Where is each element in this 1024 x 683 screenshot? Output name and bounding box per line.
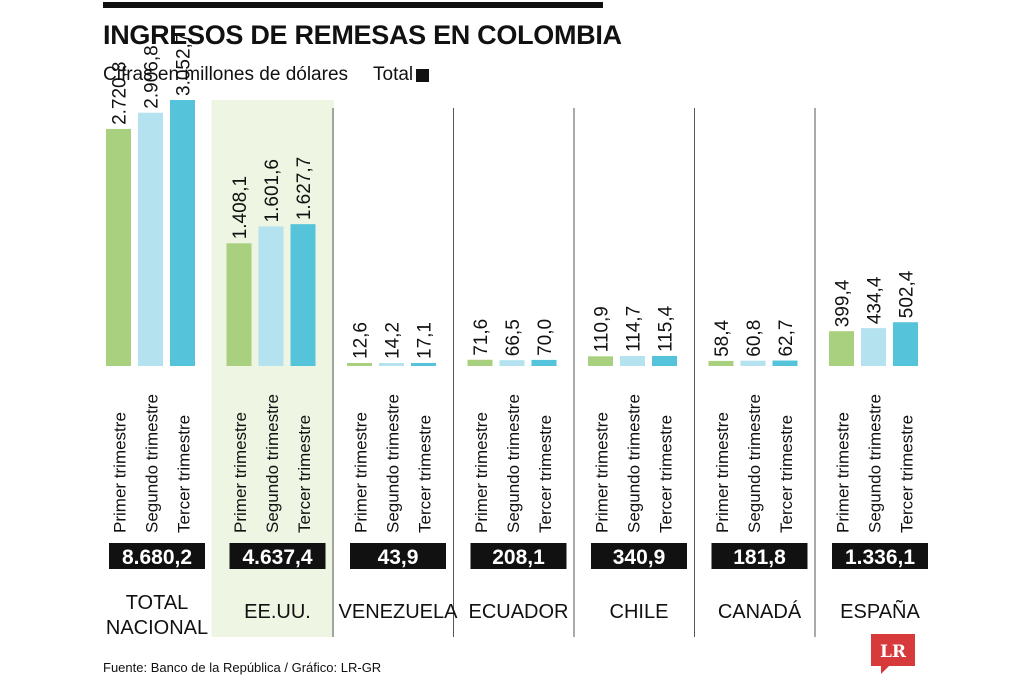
series-label-espa-a-q3: Tercer trimestre (898, 415, 917, 533)
top-rule (103, 2, 603, 8)
series-label-ecuador-q2: Segundo trimestre (504, 394, 523, 533)
bar-espa-a-q1 (829, 331, 854, 366)
series-label-venezuela-q3: Tercer trimestre (416, 415, 435, 533)
logo-text: LR (880, 642, 907, 662)
series-label-ee-uu-q3: Tercer trimestre (295, 415, 314, 533)
source-note: Fuente: Banco de la República / Gráfico:… (103, 660, 382, 675)
series-label-ee-uu-q2: Segundo trimestre (263, 394, 282, 533)
value-label-chile-q2: 114,7 (624, 306, 645, 352)
bar-chile-q2 (620, 356, 645, 366)
bar-canad-q2 (740, 360, 766, 366)
value-label-canad-q3: 62,7 (776, 320, 797, 357)
series-label-chile-q2: Segundo trimestre (625, 394, 644, 533)
total-label-ecuador: 208,1 (492, 546, 545, 569)
bar-chile-q3 (652, 355, 677, 366)
total-label-chile: 340,9 (613, 546, 666, 569)
series-label-ecuador-q1: Primer trimestre (472, 412, 491, 533)
bar-chile-q1 (588, 356, 613, 366)
chart-title: INGRESOS DE REMESAS EN COLOMBIA (103, 20, 622, 50)
value-label-total-nacional-q1: 2.720,8 (110, 62, 131, 125)
value-label-canad-q2: 60,8 (744, 320, 765, 357)
series-label-venezuela-q2: Segundo trimestre (384, 394, 403, 533)
series-label-canad-q2: Segundo trimestre (745, 394, 764, 533)
value-label-chile-q3: 115,4 (656, 305, 677, 352)
value-label-espa-a-q1: 399,4 (833, 279, 854, 327)
group-name-total-nacional-line2: NACIONAL (106, 617, 208, 639)
series-label-chile-q1: Primer trimestre (593, 412, 612, 533)
series-label-canad-q3: Tercer trimestre (777, 415, 796, 533)
value-label-venezuela-q3: 17,1 (415, 322, 436, 359)
chart-subtitle: Cifras en millones de dólares (103, 64, 349, 85)
series-label-espa-a-q1: Primer trimestre (834, 412, 853, 533)
bar-canad-q1 (708, 360, 734, 366)
value-label-total-nacional-q3: 3.052,7 (174, 33, 195, 96)
value-label-canad-q1: 58,4 (712, 319, 733, 356)
bar-venezuela-q1 (347, 363, 372, 366)
series-label-total-nacional-q2: Segundo trimestre (143, 394, 162, 533)
bar-ee-uu-q1 (226, 243, 252, 366)
series-label-venezuela-q1: Primer trimestre (352, 412, 371, 533)
series-label-ee-uu-q1: Primer trimestre (231, 412, 250, 533)
series-label-chile-q3: Tercer trimestre (657, 415, 676, 533)
group-name-espa-a: ESPAÑA (840, 599, 920, 623)
bar-ee-uu-q3 (290, 224, 316, 366)
value-label-ecuador-q3: 70,0 (535, 319, 556, 356)
value-label-ecuador-q1: 71,6 (471, 319, 492, 356)
series-label-canad-q1: Primer trimestre (713, 412, 732, 533)
group-name-total-nacional-line1: TOTAL (126, 592, 189, 614)
bar-canad-q3 (772, 360, 798, 366)
group-name-chile: CHILE (610, 601, 669, 623)
total-label-total-nacional: 8.680,2 (122, 546, 192, 569)
series-label-espa-a-q2: Segundo trimestre (866, 394, 885, 533)
total-box-canad (711, 543, 808, 569)
series-label-ecuador-q3: Tercer trimestre (536, 415, 555, 533)
value-label-espa-a-q3: 502,4 (897, 270, 918, 318)
lr-logo-icon: LR (871, 634, 915, 674)
group-name-venezuela: VENEZUELA (339, 601, 459, 623)
bar-venezuela-q3 (411, 363, 436, 366)
total-box-chile (591, 543, 687, 569)
bar-ecuador-q2 (499, 360, 525, 366)
value-label-ee-uu-q1: 1.408,1 (230, 176, 251, 239)
value-label-espa-a-q2: 434,4 (865, 276, 886, 324)
bar-venezuela-q2 (379, 363, 404, 366)
total-label-ee-uu: 4.637,4 (242, 546, 312, 569)
value-label-chile-q1: 110,9 (592, 306, 613, 352)
value-label-total-nacional-q2: 2.906,8 (142, 45, 163, 108)
total-label-canad: 181,8 (733, 546, 786, 569)
value-label-venezuela-q2: 14,2 (383, 322, 404, 359)
bar-espa-a-q2 (861, 328, 886, 366)
value-label-ee-uu-q2: 1.601,6 (262, 159, 283, 222)
group-name-ee-uu: EE.UU. (244, 601, 311, 623)
bar-total-nacional-q3 (170, 100, 195, 366)
legend-label: Total (373, 64, 414, 85)
series-label-total-nacional-q1: Primer trimestre (111, 412, 130, 533)
bar-total-nacional-q1 (106, 128, 131, 366)
value-label-ee-uu-q3: 1.627,7 (294, 157, 315, 220)
group-name-ecuador: ECUADOR (468, 601, 568, 623)
total-box-ee-uu (229, 543, 326, 569)
bar-espa-a-q3 (893, 322, 918, 366)
legend-swatch (416, 68, 430, 82)
total-box-ecuador (470, 543, 567, 569)
total-box-espa-a (832, 543, 928, 569)
bar-total-nacional-q2 (138, 112, 163, 367)
total-box-venezuela (350, 543, 446, 569)
bar-ecuador-q1 (467, 359, 493, 366)
bar-ee-uu-q2 (258, 226, 284, 366)
legend: Total (373, 64, 430, 86)
bar-ecuador-q3 (531, 359, 557, 366)
group-name-canad: CANADÁ (718, 600, 802, 623)
series-label-total-nacional-q3: Tercer trimestre (175, 415, 194, 533)
total-label-espa-a: 1.336,1 (845, 546, 915, 569)
value-label-venezuela-q1: 12,6 (351, 322, 372, 359)
total-box-total-nacional (109, 543, 205, 569)
total-label-venezuela: 43,9 (378, 546, 419, 569)
value-label-ecuador-q2: 66,5 (503, 319, 524, 356)
